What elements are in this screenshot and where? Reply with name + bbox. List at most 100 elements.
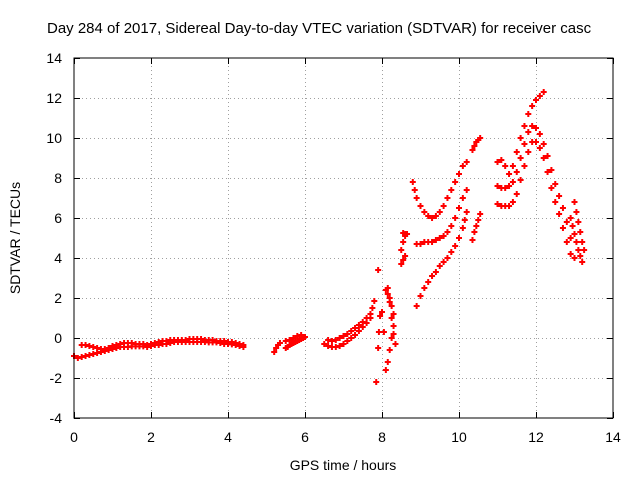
data-point: [517, 155, 524, 161]
data-point: [382, 367, 389, 373]
data-point: [429, 215, 436, 221]
data-point: [513, 169, 520, 175]
data-point: [398, 247, 405, 253]
data-point: [509, 179, 516, 185]
data-point: [533, 97, 539, 103]
data-point: [392, 341, 399, 347]
data-point: [569, 223, 576, 229]
data-point: [471, 143, 478, 149]
y-tick-label: 10: [46, 130, 62, 146]
data-point: [369, 305, 376, 311]
data-point: [240, 342, 247, 348]
data-point: [436, 263, 443, 269]
data-point: [575, 219, 582, 225]
data-point: [286, 337, 293, 343]
y-tick-label: 4: [54, 250, 62, 266]
data-point: [521, 163, 528, 169]
data-point: [386, 299, 393, 305]
data-point: [459, 163, 466, 169]
data-point: [459, 225, 466, 231]
series-baseline-high: [78, 336, 247, 352]
ticks-layer: 0 2 4 6 8 10 12 14 -4 -2 0 2 4 6 8 10 12 14: [46, 50, 621, 445]
data-point: [533, 139, 539, 145]
data-point: [359, 319, 366, 325]
data-point: [556, 211, 563, 217]
data-point: [509, 199, 516, 205]
data-point: [540, 141, 547, 147]
data-point: [421, 209, 428, 215]
data-point: [536, 145, 543, 151]
data-point: [413, 303, 420, 309]
y-tick-label: 6: [54, 210, 62, 226]
data-point: [571, 231, 578, 237]
data-point: [577, 229, 584, 235]
data-point: [409, 179, 416, 185]
x-tick-label: 2: [147, 429, 155, 445]
data-point: [525, 111, 532, 117]
chart-title: Day 284 of 2017, Sidereal Day-to-day VTE…: [47, 20, 592, 37]
data-point: [340, 341, 347, 347]
data-point: [559, 225, 566, 231]
data-point: [411, 187, 418, 193]
data-point: [436, 235, 443, 241]
data-point: [417, 241, 424, 247]
data-point: [477, 211, 484, 217]
data-point: [459, 195, 466, 201]
data-point: [563, 239, 570, 245]
data-point: [506, 171, 513, 177]
data-point: [463, 209, 470, 215]
data-points-layer: [71, 89, 588, 385]
data-point: [567, 235, 574, 241]
data-point: [544, 169, 551, 175]
data-point: [513, 149, 520, 155]
data-point: [575, 247, 582, 253]
y-axis-label: SDTVAR / TECUs: [7, 182, 23, 294]
y-tick-label: 12: [46, 90, 62, 106]
x-tick-label: 12: [528, 429, 544, 445]
x-tick-label: 0: [70, 429, 78, 445]
data-point: [536, 131, 543, 137]
data-point: [384, 285, 391, 291]
data-point: [563, 219, 570, 225]
data-point: [340, 333, 347, 339]
data-point: [475, 217, 482, 223]
series-short-10-5h: [469, 135, 484, 243]
data-point: [498, 157, 505, 163]
data-point: [388, 315, 395, 321]
data-point: [494, 201, 501, 207]
data-point: [509, 163, 516, 169]
data-point: [559, 205, 566, 211]
data-point: [425, 213, 432, 219]
data-point: [469, 237, 476, 243]
data-point: [352, 332, 359, 338]
y-tick-label: 14: [46, 50, 62, 66]
data-point: [432, 269, 439, 275]
data-point: [440, 233, 447, 239]
series-rising-7h: [321, 298, 378, 350]
data-point: [444, 255, 451, 261]
data-point: [298, 332, 305, 338]
data-point: [436, 209, 443, 215]
data-point: [448, 223, 455, 229]
data-point: [529, 103, 536, 109]
data-point: [271, 349, 278, 355]
data-point: [517, 177, 524, 183]
data-point: [384, 291, 391, 297]
data-point: [525, 129, 532, 135]
data-point: [344, 331, 351, 337]
series-segment-5h: [271, 332, 308, 355]
data-point: [556, 193, 563, 199]
data-point: [440, 203, 447, 209]
data-point: [533, 125, 539, 131]
data-point: [425, 279, 432, 285]
series-peak-lower: [494, 139, 578, 261]
data-point: [400, 239, 407, 245]
data-point: [386, 347, 393, 353]
data-point: [448, 249, 455, 255]
y-tick-label: -4: [50, 410, 63, 426]
data-point: [390, 311, 397, 317]
data-point: [473, 223, 480, 229]
data-point: [276, 340, 283, 346]
